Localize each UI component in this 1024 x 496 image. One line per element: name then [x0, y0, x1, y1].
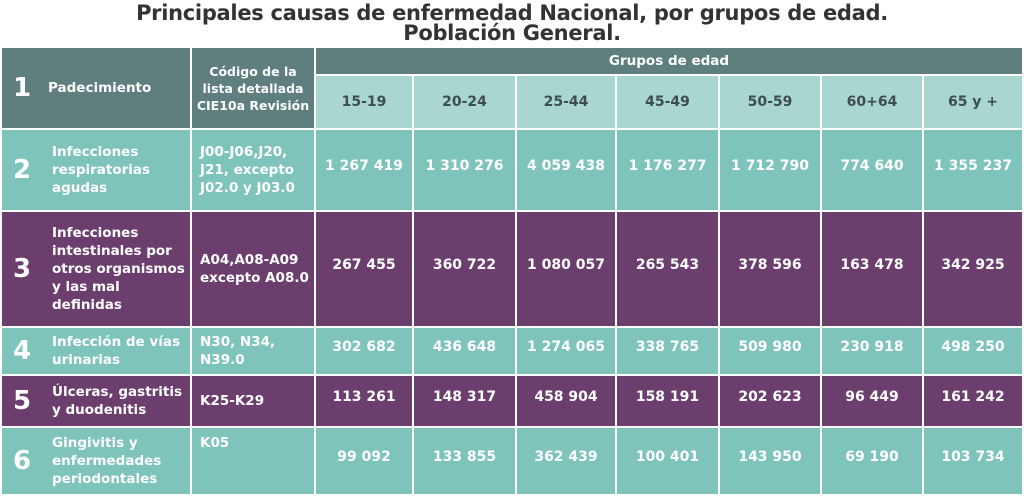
value: 1 176 277	[617, 130, 718, 210]
row-number: 2	[2, 130, 42, 210]
value: 360 722	[414, 212, 515, 326]
value: 458 904	[517, 376, 615, 426]
disease: Infección de vías urinarias	[42, 328, 190, 374]
value: 133 855	[414, 428, 515, 494]
code: K05	[192, 428, 314, 494]
value: 96 449	[822, 376, 922, 426]
value: 509 980	[720, 328, 820, 374]
value: 230 918	[822, 328, 922, 374]
age-header: 65 y +	[924, 76, 1022, 128]
row-number: 5	[2, 376, 42, 426]
code: K25-K29	[192, 376, 314, 426]
row-number: 6	[2, 428, 42, 494]
value: 265 543	[617, 212, 718, 326]
value: 69 190	[822, 428, 922, 494]
value: 342 925	[924, 212, 1022, 326]
age-header: 15-19	[316, 76, 412, 128]
header-group: Grupos de edad	[316, 48, 1022, 74]
value: 202 623	[720, 376, 820, 426]
header-code: Código de la lista detallada CIE10a Revi…	[192, 48, 314, 128]
title-line: Principales causas de enfermedad Naciona…	[136, 1, 888, 25]
header-number: 1	[2, 48, 42, 128]
value: 1 267 419	[316, 130, 412, 210]
value: 143 950	[720, 428, 820, 494]
value: 1 080 057	[517, 212, 615, 326]
value: 148 317	[414, 376, 515, 426]
value: 498 250	[924, 328, 1022, 374]
code: N30, N34, N39.0	[192, 328, 314, 374]
value: 163 478	[822, 212, 922, 326]
value: 100 401	[617, 428, 718, 494]
disease: Gingivitis y enfermedades periodontales	[42, 428, 190, 494]
value: 302 682	[316, 328, 412, 374]
code: A04,A08-A09 excepto A08.0	[192, 212, 314, 326]
value: 158 191	[617, 376, 718, 426]
age-header: 25-44	[517, 76, 615, 128]
value: 103 734	[924, 428, 1022, 494]
code: J00-J06,J20, J21, excepto J02.0 y J03.0	[192, 130, 314, 210]
disease: Úlceras, gastritis y duodenitis	[42, 376, 190, 426]
disease: Infecciones respiratorias agudas	[42, 130, 190, 210]
age-header: 20-24	[414, 76, 515, 128]
value: 4 059 438	[517, 130, 615, 210]
age-header: 60+64	[822, 76, 922, 128]
age-header: 50-59	[720, 76, 820, 128]
row-number: 4	[2, 328, 42, 374]
value: 1 274 065	[517, 328, 615, 374]
value: 113 261	[316, 376, 412, 426]
title-line: Población General.	[403, 21, 621, 45]
value: 161 242	[924, 376, 1022, 426]
value: 338 765	[617, 328, 718, 374]
value: 378 596	[720, 212, 820, 326]
value: 1 310 276	[414, 130, 515, 210]
disease: Infecciones intestinales por otros organ…	[42, 212, 190, 326]
header-disease: Padecimiento	[42, 48, 190, 128]
value: 267 455	[316, 212, 412, 326]
value: 1 712 790	[720, 130, 820, 210]
value: 774 640	[822, 130, 922, 210]
value: 99 092	[316, 428, 412, 494]
value: 436 648	[414, 328, 515, 374]
row-number: 3	[2, 212, 42, 326]
value: 362 439	[517, 428, 615, 494]
age-header: 45-49	[617, 76, 718, 128]
value: 1 355 237	[924, 130, 1022, 210]
